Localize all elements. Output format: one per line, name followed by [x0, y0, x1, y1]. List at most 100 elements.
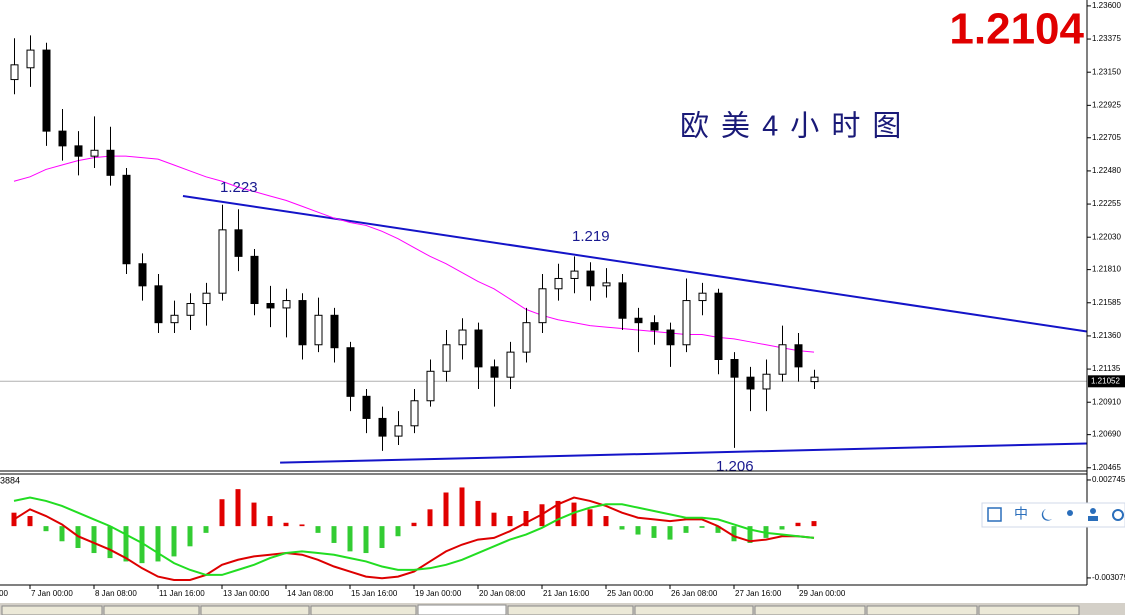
y-tick-label: 1.20910 [1092, 397, 1121, 406]
toolbar-icon[interactable] [1112, 509, 1124, 521]
tab[interactable] [754, 605, 866, 615]
indicator-line [13, 496, 815, 581]
candle-body [170, 314, 179, 324]
y-tick-label: 0.002745 [1092, 475, 1125, 484]
candle-body [618, 282, 627, 319]
histogram-bar [747, 526, 753, 543]
y-tick-label: -0.003079 [1092, 573, 1125, 582]
histogram-bar [267, 516, 273, 527]
histogram-bar [715, 526, 721, 533]
histogram-bar [667, 526, 673, 540]
current-price-box [1088, 375, 1125, 388]
toolbar-icon[interactable] [1090, 508, 1096, 514]
tab[interactable] [417, 604, 507, 615]
tab[interactable] [507, 605, 634, 615]
histogram-bar [779, 526, 785, 530]
histogram-bar [107, 526, 113, 559]
histogram-bar [219, 499, 225, 527]
histogram-bar [795, 522, 801, 527]
axes [0, 0, 1088, 586]
annotation: 1.205 [365, 468, 403, 485]
histogram-bar [395, 526, 401, 537]
histogram-bar [171, 526, 177, 557]
candle-body [378, 417, 387, 437]
x-tick-label: 25 Jan 00:00 [607, 589, 654, 598]
toolbar-icon[interactable] [987, 507, 1002, 522]
histogram-bar [619, 526, 625, 530]
toolbar-icon[interactable] [1067, 510, 1073, 516]
candle-body [538, 288, 547, 324]
histogram-bar [731, 526, 737, 542]
tab-bar [0, 603, 1125, 615]
indicator-plot [11, 487, 817, 581]
tab[interactable] [1, 605, 103, 615]
x-tick-label: 00 [0, 589, 8, 598]
histogram-bar [283, 522, 289, 527]
x-tick-label: 29 Jan 00:00 [799, 589, 846, 598]
candle-body [250, 255, 259, 305]
y-tick-label: 1.21585 [1092, 298, 1121, 307]
toolbar-icon[interactable] [1088, 516, 1098, 521]
y-tick-label: 1.23375 [1092, 34, 1121, 43]
histogram-bar [315, 526, 321, 533]
tab[interactable] [866, 605, 978, 615]
trendline [280, 442, 1087, 464]
candle-body [58, 130, 67, 147]
tab[interactable] [200, 605, 310, 615]
histogram-bar [251, 502, 257, 527]
candle-body [266, 303, 275, 309]
main-plot: 1.223 1.219 1.206 1.205 [0, 35, 1087, 485]
candle-body [10, 64, 19, 81]
histogram-bar [491, 512, 497, 527]
y-tick-label: 1.21360 [1092, 331, 1121, 340]
candle-body [490, 366, 499, 378]
candle-body [202, 292, 211, 305]
toolbar-box [981, 502, 1125, 528]
headline-price: 1.2104 [949, 5, 1084, 54]
histogram-bar [651, 526, 657, 538]
y-tick-label: 1.20690 [1092, 430, 1121, 439]
histogram-bar [43, 526, 49, 532]
candle-body [778, 344, 787, 375]
toolbar-icon[interactable] [1041, 509, 1052, 521]
histogram-bar [139, 526, 145, 564]
y-tick-label: 1.22255 [1092, 199, 1121, 208]
tab[interactable] [978, 605, 1080, 615]
histogram-bar [411, 522, 417, 527]
histogram-bar [347, 526, 353, 552]
histogram-bar [555, 500, 561, 527]
histogram-bar [427, 509, 433, 527]
histogram-bar [603, 516, 609, 527]
x-tick-label: 21 Jan 16:00 [543, 589, 590, 598]
candle-body [90, 149, 99, 157]
candle-body [218, 229, 227, 294]
histogram-bar [363, 526, 369, 554]
candle-body [570, 270, 579, 279]
candle-body [74, 145, 83, 157]
annotation: 1.223 [220, 179, 258, 196]
histogram-bar [683, 526, 689, 533]
histogram-bar [155, 526, 161, 562]
y-tick-label: 1.21135 [1092, 364, 1121, 373]
histogram-bar [459, 487, 465, 527]
ime-label[interactable]: 中 [1014, 506, 1028, 522]
tab[interactable] [634, 605, 754, 615]
candle-body [234, 229, 243, 257]
candle-body [650, 322, 659, 331]
candle-body [746, 376, 755, 390]
histogram-bar [523, 511, 529, 527]
tab[interactable] [310, 605, 417, 615]
candle-body [106, 149, 115, 176]
x-tick-label: 13 Jan 00:00 [223, 589, 270, 598]
tab[interactable] [103, 605, 200, 615]
x-tick-label: 8 Jan 08:00 [95, 589, 137, 598]
candle-body [458, 329, 467, 346]
candle-body [314, 314, 323, 346]
candle-body [682, 300, 691, 346]
candle-body [762, 373, 771, 390]
histogram-bar [443, 492, 449, 527]
candle-body [298, 300, 307, 346]
candle-body [330, 314, 339, 349]
